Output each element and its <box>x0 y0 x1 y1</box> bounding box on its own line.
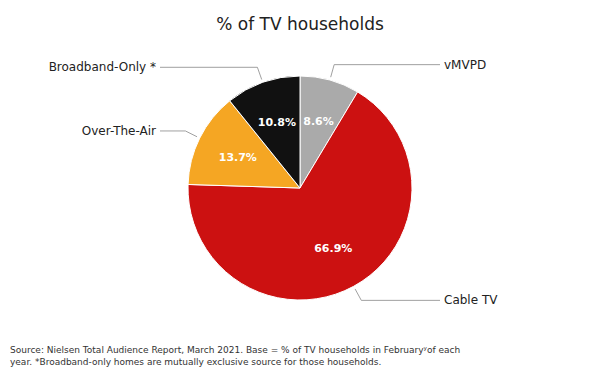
slice <box>230 76 300 188</box>
category-label: Broadband-Only * <box>49 60 156 74</box>
title: % of TV households <box>216 14 384 34</box>
category-label: vMVPD <box>444 58 486 72</box>
data-label: 13.7% <box>219 151 257 164</box>
labels: 8.6% vMVPD 66.9% Cable TV 13.7% Over-The-Air 1… <box>49 58 499 308</box>
leader-line <box>160 67 262 79</box>
leader-line <box>331 65 440 78</box>
chart-svg: % of TV households 8.6% vMVPD 66.9% Cable TV… <box>0 0 600 375</box>
leader-line <box>355 289 440 300</box>
annotation-line: Source: Nielsen Total Audience Report, M… <box>10 345 460 355</box>
annotation-line: year. *Broadband-only homes are mutually… <box>10 357 381 367</box>
slices <box>188 76 412 300</box>
leader-line <box>160 131 197 137</box>
annotation: Source: Nielsen Total Audience Report, M… <box>10 345 460 367</box>
category-label: Cable TV <box>444 293 498 307</box>
data-label: 8.6% <box>303 115 334 128</box>
data-label: 66.9% <box>314 242 352 255</box>
chart-container: % of TV households 8.6% vMVPD 66.9% Cable TV… <box>0 0 600 375</box>
data-label: 10.8% <box>258 116 296 129</box>
category-label: Over-The-Air <box>82 124 156 138</box>
